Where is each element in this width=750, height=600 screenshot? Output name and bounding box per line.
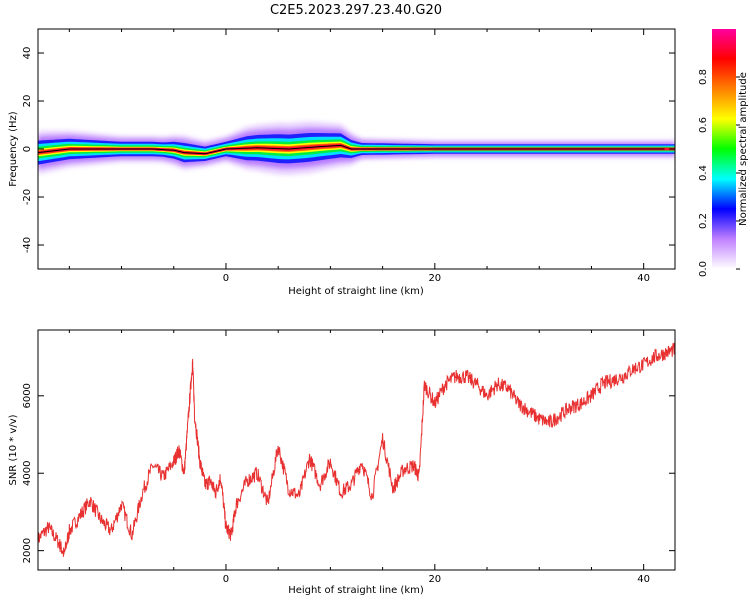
colorbar-tick-label: 0.8 xyxy=(698,69,709,85)
x-tick-label: 0 xyxy=(223,574,229,585)
spectrogram-band xyxy=(38,144,675,156)
colorbar-tick-label: 0.6 xyxy=(698,117,709,133)
snr-ylabel: SNR (10 * v/v) xyxy=(8,414,19,485)
x-tick-label: 20 xyxy=(428,273,441,284)
y-tick-label: -20 xyxy=(22,189,33,205)
y-tick-label: 2000 xyxy=(22,538,33,563)
snr-axes: 0 20 40 2000 4000 6000 xyxy=(22,330,675,585)
y-tick-label: 6000 xyxy=(22,383,33,408)
spectrogram-track xyxy=(38,144,665,155)
spectrogram-xlabel: Height of straight line (km) xyxy=(288,286,424,297)
y-tick-label: 20 xyxy=(22,95,33,108)
x-tick-label: 20 xyxy=(428,574,441,585)
snr-frame xyxy=(37,329,676,571)
colorbar-ticks: 0.0 0.2 0.4 0.6 0.8 xyxy=(698,69,740,277)
x-tick-label: 40 xyxy=(637,273,650,284)
colorbar-label: Normalized spectral amplitude xyxy=(738,72,749,226)
snr-series-line xyxy=(38,342,675,557)
x-tick-label: 40 xyxy=(637,574,650,585)
colorbar: 0.0 0.2 0.4 0.6 0.8 Normalized spectral ampl… xyxy=(698,29,749,277)
snr-xlabel: Height of straight line (km) xyxy=(288,585,424,596)
y-tick-label: 4000 xyxy=(22,460,33,485)
colorbar-gradient xyxy=(712,29,736,269)
spectrogram-ylabel: Frequency (Hz) xyxy=(8,111,19,187)
spectrogram-heat xyxy=(38,121,675,175)
spectrogram-axes: 0 20 40 40 20 0 -20 -40 xyxy=(22,29,675,284)
y-tick-label: 40 xyxy=(22,47,33,60)
chart-title: C2E5.2023.297.23.40.G20 xyxy=(270,3,442,18)
colorbar-tick-label: 0.0 xyxy=(698,261,709,277)
colorbar-tick-label: 0.4 xyxy=(698,165,709,181)
y-tick-label: -40 xyxy=(22,237,33,253)
colorbar-tick-label: 0.2 xyxy=(698,213,709,229)
y-tick-label: 0 xyxy=(22,146,33,152)
snr-panel: 0 20 40 2000 4000 6000 Height of straight lin… xyxy=(8,329,676,596)
spectrogram-panel: 0 20 40 40 20 0 -20 -40 Height of straight line… xyxy=(8,28,676,297)
x-tick-label: 0 xyxy=(223,273,229,284)
